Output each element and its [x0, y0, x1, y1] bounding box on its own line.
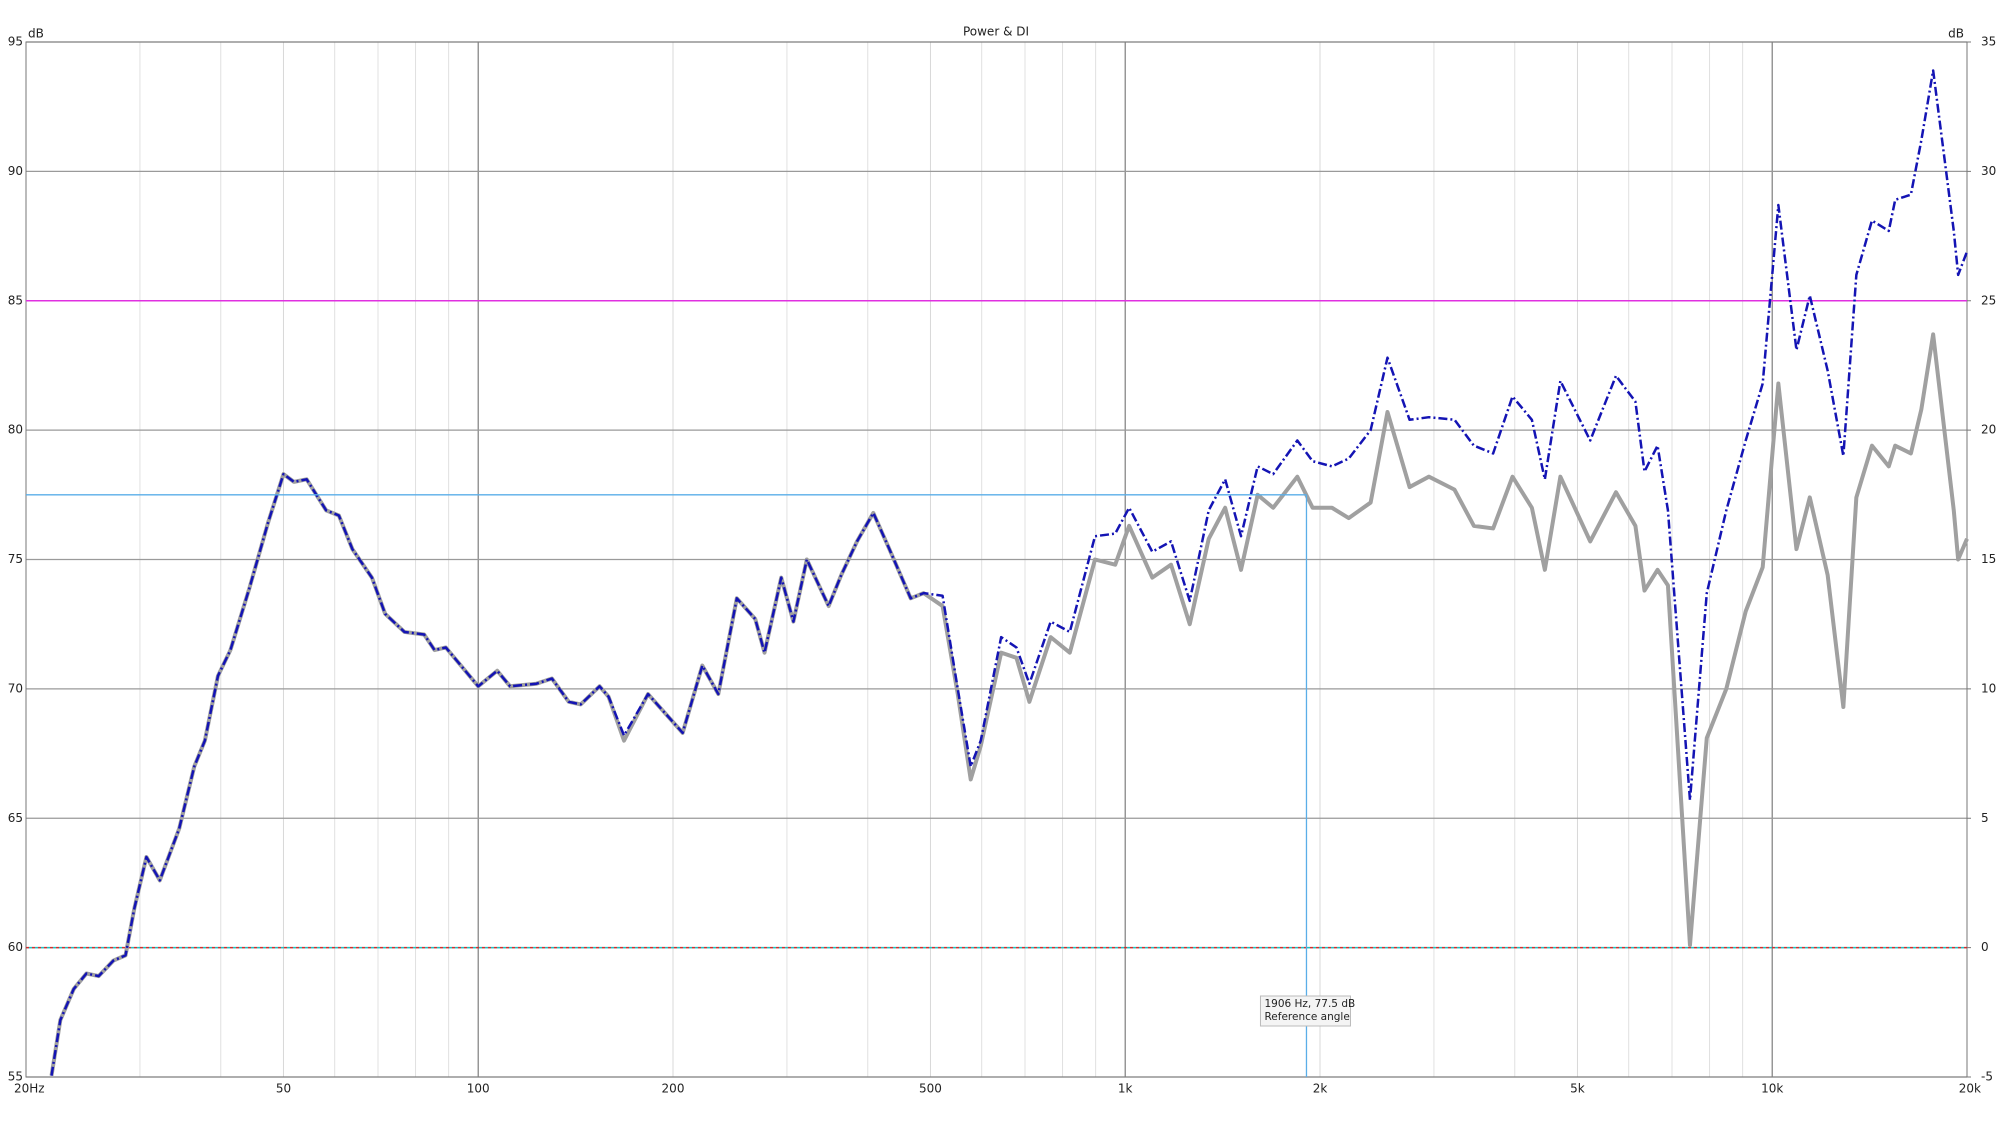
cursor-tooltip-text: 1906 Hz, 77.5 dB — [1264, 998, 1355, 1010]
y-tick-label: 75 — [8, 552, 23, 566]
y-tick-label: 60 — [8, 940, 23, 954]
x-tick-label: 20Hz — [14, 1082, 45, 1096]
x-tick-label: 2k — [1313, 1082, 1328, 1096]
y-tick-label: 70 — [8, 681, 23, 695]
y2-tick-label: 15 — [1981, 552, 1996, 566]
x-tick-label: 100 — [467, 1082, 490, 1096]
y2-tick-label: 20 — [1981, 423, 1996, 437]
x-tick-label: 10k — [1761, 1082, 1783, 1096]
x-tick-label: 200 — [662, 1082, 685, 1096]
y2-tick-label: 30 — [1981, 164, 1996, 178]
chart-title: Power & DI — [963, 25, 1029, 39]
y-tick-label: 90 — [8, 164, 23, 178]
y2-tick-label: -5 — [1981, 1070, 1993, 1084]
y-tick-label: 55 — [8, 1070, 23, 1084]
x-tick-label: 1k — [1118, 1082, 1133, 1096]
y2-tick-label: 35 — [1981, 35, 1996, 49]
x-tick-label: 20k — [1959, 1082, 1981, 1096]
y-tick-label: 85 — [8, 293, 23, 307]
series-line — [50, 69, 1969, 1076]
cursor-tooltip — [1259, 995, 1351, 1027]
y-tick-label: 80 — [8, 423, 23, 437]
y2-tick-label: 25 — [1981, 293, 1996, 307]
x-tick-label: 500 — [919, 1082, 942, 1096]
y2-unit: dB — [1948, 27, 1964, 41]
y2-tick-label: 5 — [1981, 811, 1989, 825]
x-tick-label: 5k — [1570, 1082, 1585, 1096]
y-unit: dB — [28, 27, 44, 41]
y-tick-label: 95 — [8, 35, 23, 49]
plot-frame — [25, 41, 1968, 1078]
y-tick-label: 65 — [8, 811, 23, 825]
cursor-tooltip-text: Reference angle — [1264, 1011, 1349, 1023]
x-tick-label: 50 — [276, 1082, 291, 1096]
y2-tick-label: 10 — [1981, 681, 1996, 695]
y2-tick-label: 0 — [1981, 940, 1989, 954]
